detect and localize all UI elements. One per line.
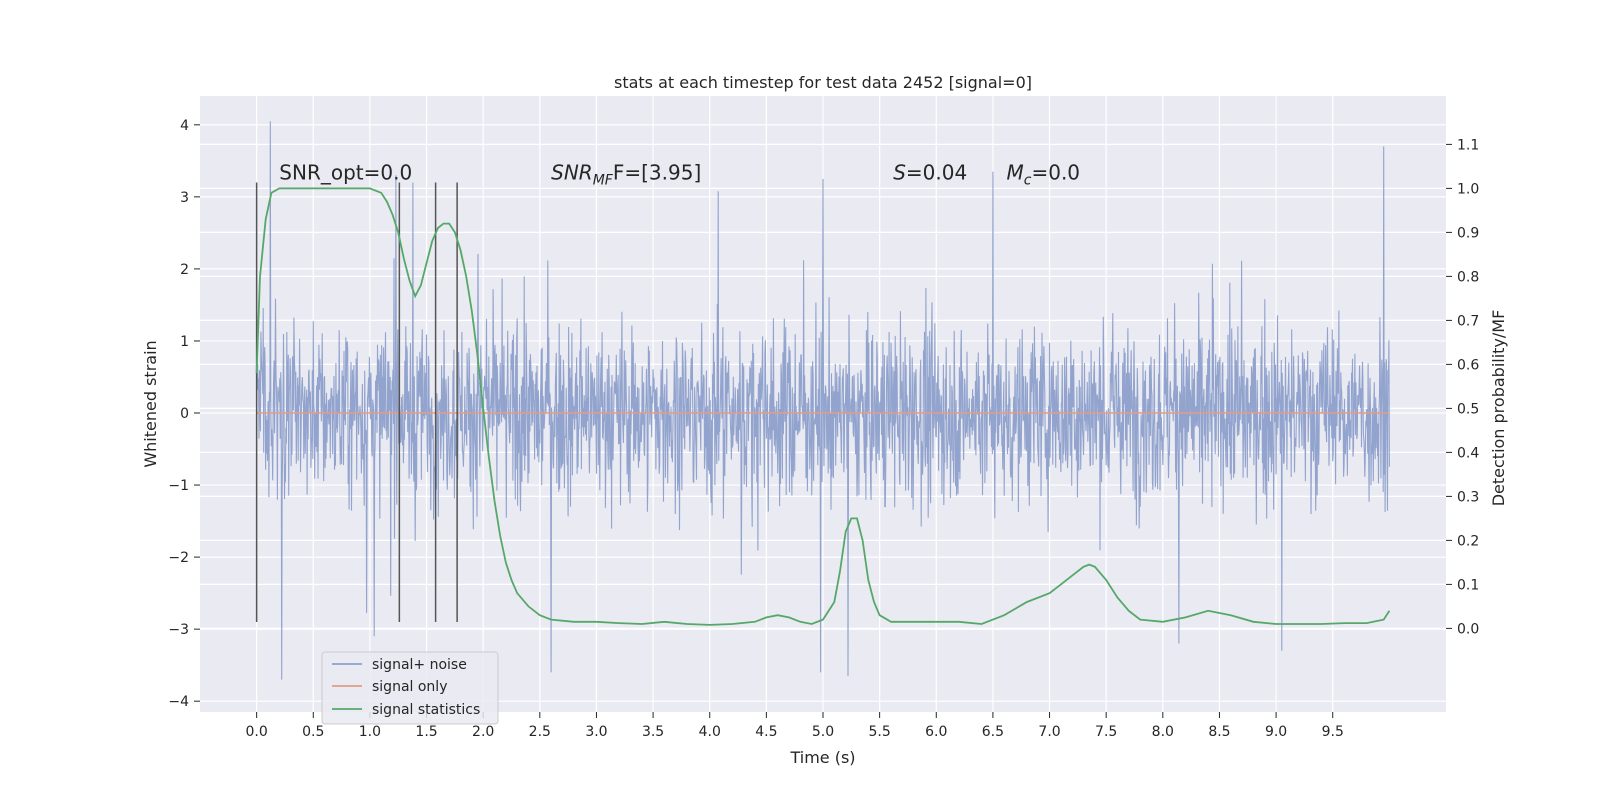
annotation-snr-mf-main: SNR bbox=[551, 160, 593, 184]
x-tick-label: 7.0 bbox=[1038, 724, 1060, 740]
x-tick-label: 3.0 bbox=[585, 724, 607, 740]
y-tick-label: 2 bbox=[180, 262, 189, 278]
x-tick-label: 8.5 bbox=[1208, 724, 1230, 740]
y2-tick-label: 0.6 bbox=[1457, 357, 1479, 373]
x-tick-label: 9.5 bbox=[1322, 724, 1344, 740]
annotation-snr-mf-sub: MF bbox=[593, 172, 614, 188]
annotation-snr-opt: SNR_opt=0.0 bbox=[279, 160, 412, 184]
y-axis-ticks: −4 −3 −2 −1 0 1 2 3 4 bbox=[168, 118, 200, 710]
y-tick-label: 3 bbox=[180, 190, 189, 206]
chart-title: stats at each timestep for test data 245… bbox=[614, 73, 1032, 92]
annotation-snr-mf-tail: F=[3.95] bbox=[613, 160, 701, 184]
y2-tick-label: 0.2 bbox=[1457, 533, 1479, 549]
annotations: SNR_opt=0.0 SNRMFF=[3.95] S=0.04 Mc=0.0 bbox=[279, 160, 1080, 188]
legend-label-signal-noise: signal+ noise bbox=[372, 657, 467, 673]
legend-box bbox=[321, 651, 499, 725]
x-tick-label: 6.0 bbox=[925, 724, 947, 740]
y2-tick-label: 1.0 bbox=[1457, 181, 1479, 197]
y-tick-label: −1 bbox=[168, 478, 189, 494]
x-tick-label: 3.5 bbox=[642, 724, 664, 740]
y-tick-label: 0 bbox=[180, 406, 189, 422]
x-tick-label: 0.5 bbox=[302, 724, 324, 740]
legend: signal+ noise signal only signal statist… bbox=[321, 651, 499, 725]
y-tick-label: −4 bbox=[168, 694, 189, 710]
y2-tick-label: 0.1 bbox=[1457, 577, 1479, 593]
x-tick-label: 2.0 bbox=[472, 724, 494, 740]
annotation-mc: Mc=0.0 bbox=[1007, 160, 1081, 188]
signal-statistics-series bbox=[255, 187, 1391, 626]
x-tick-label: 4.5 bbox=[755, 724, 777, 740]
x-axis-ticks: 0.0 0.5 1.0 1.5 2.0 2.5 3.0 3.5 4.0 4.5 5.0 5.5 6.0 6… bbox=[246, 712, 1344, 740]
y2-tick-label: 0.5 bbox=[1457, 401, 1479, 417]
annotation-s-tail: =0.04 bbox=[906, 160, 967, 184]
annotation-mc-tail: =0.0 bbox=[1031, 160, 1080, 184]
y2-tick-label: 0.8 bbox=[1457, 269, 1479, 285]
y-tick-label: −3 bbox=[168, 622, 189, 638]
signal-noise-series bbox=[256, 121, 1390, 680]
legend-label-signal-statistics: signal statistics bbox=[372, 702, 480, 718]
y2-tick-label: 1.1 bbox=[1457, 137, 1479, 153]
x-tick-label: 5.0 bbox=[812, 724, 834, 740]
y2-axis-ticks: 0.0 0.1 0.2 0.3 0.4 0.5 0.6 0.7 0.8 0.9 1.0 1.1 bbox=[1446, 137, 1479, 637]
y-axis-label: Whitened strain bbox=[141, 340, 160, 467]
x-tick-label: 7.5 bbox=[1095, 724, 1117, 740]
signal-noise-line bbox=[256, 121, 1390, 680]
annotation-s-main: S bbox=[893, 160, 906, 184]
annotation-mc-main: M bbox=[1007, 160, 1024, 184]
x-axis-label: Time (s) bbox=[789, 748, 855, 767]
annotation-snr-mf: SNRMFF=[3.95] bbox=[551, 160, 701, 188]
x-tick-label: 4.0 bbox=[699, 724, 721, 740]
y2-tick-label: 0.7 bbox=[1457, 313, 1479, 329]
y2-tick-label: 0.3 bbox=[1457, 489, 1479, 505]
x-tick-label: 2.5 bbox=[529, 724, 551, 740]
x-tick-label: 8.0 bbox=[1152, 724, 1174, 740]
y2-tick-label: 0.4 bbox=[1457, 445, 1479, 461]
annotation-snr-opt-text: SNR_opt=0.0 bbox=[279, 160, 412, 184]
x-tick-label: 5.5 bbox=[869, 724, 891, 740]
y-tick-label: 1 bbox=[180, 334, 189, 350]
y2-tick-label: 0.0 bbox=[1457, 621, 1479, 637]
y-tick-label: −2 bbox=[168, 550, 189, 566]
y2-axis-label: Detection probability/MF bbox=[1489, 310, 1508, 507]
annotation-s-stat: S=0.04 bbox=[893, 160, 967, 184]
x-tick-label: 1.0 bbox=[359, 724, 381, 740]
signal-statistics-line bbox=[255, 187, 1391, 626]
annotation-mc-sub: c bbox=[1024, 172, 1032, 188]
vertical-lines bbox=[255, 182, 458, 622]
y-tick-label: 4 bbox=[180, 118, 189, 134]
x-tick-label: 9.0 bbox=[1265, 724, 1287, 740]
legend-label-signal-only: signal only bbox=[372, 679, 447, 695]
x-tick-label: 1.5 bbox=[415, 724, 437, 740]
y2-tick-label: 0.9 bbox=[1457, 225, 1479, 241]
x-tick-label: 0.0 bbox=[246, 724, 268, 740]
x-tick-label: 6.5 bbox=[982, 724, 1004, 740]
